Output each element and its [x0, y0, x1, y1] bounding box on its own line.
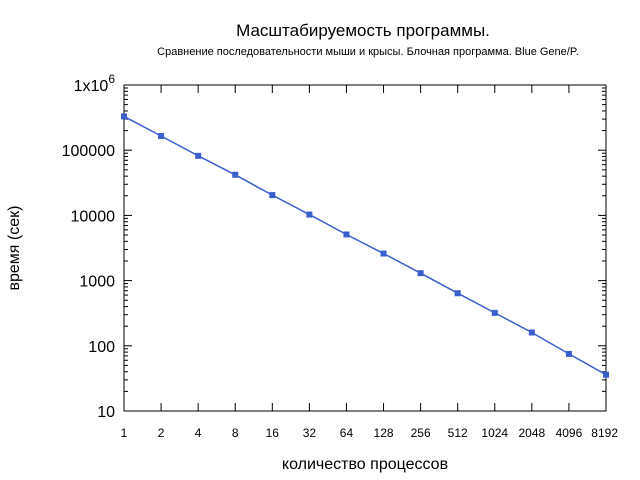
chart-title: Масштабируемость программы. [236, 21, 490, 40]
x-tick-label: 2 [158, 426, 165, 440]
data-point [121, 113, 127, 120]
data-point [269, 192, 276, 199]
data-point [380, 250, 387, 257]
x-tick-label: 8192 [591, 426, 618, 440]
x-tick-label: 256 [411, 426, 431, 440]
data-point [603, 371, 609, 378]
y-tick-label: 100000 [62, 143, 115, 160]
data-point [232, 171, 239, 178]
data-point [343, 231, 350, 238]
data-point [306, 211, 313, 218]
x-tick-label: 512 [448, 426, 468, 440]
data-point [528, 329, 535, 336]
x-tick-label: 8 [232, 426, 239, 440]
data-point [158, 133, 165, 140]
chart-subtitle: Сравнение последовательности мыши и крыс… [157, 46, 579, 58]
x-tick-label: 1 [121, 426, 128, 440]
x-tick-label: 16 [266, 426, 280, 440]
data-point [195, 152, 202, 159]
y-tick-label-base: 1x10 [74, 78, 109, 95]
y-tick-label: 10000 [71, 208, 116, 225]
x-tick-label: 128 [374, 426, 394, 440]
data-point [417, 270, 424, 277]
y-tick-label: 1x106 [74, 72, 116, 95]
series-line [123, 115, 607, 376]
y-tick-label: 100 [88, 339, 115, 356]
y-tick-label: 10 [97, 404, 115, 421]
data-point [491, 309, 498, 316]
y-tick-label-exponent: 6 [108, 72, 115, 86]
data-point [565, 350, 572, 357]
plot-frame [123, 84, 607, 412]
x-tick-label: 1024 [481, 426, 508, 440]
x-tick-label: 2048 [518, 426, 545, 440]
x-tick-label: 4 [195, 426, 202, 440]
x-tick-label: 64 [340, 426, 354, 440]
x-tick-label: 32 [303, 426, 317, 440]
x-tick-label: 4096 [556, 426, 583, 440]
y-axis-label: время (сек) [6, 206, 23, 291]
data-point [454, 290, 461, 297]
y-tick-label: 1000 [79, 274, 115, 291]
x-axis-label: количество процессов [282, 456, 448, 473]
